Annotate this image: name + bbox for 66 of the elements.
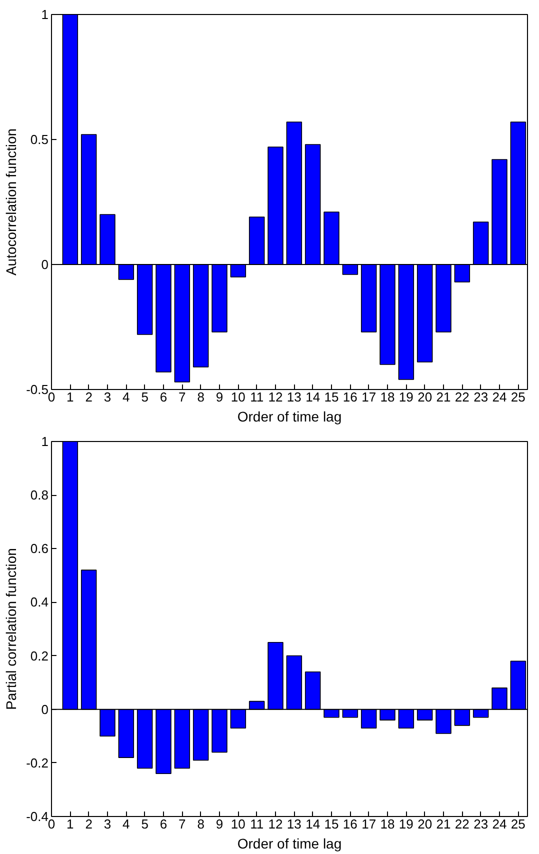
x-tick-label: 25 (510, 390, 526, 404)
x-tick-label: 16 (342, 816, 358, 832)
x-tick-label: 14 (306, 390, 320, 404)
x-tick-label: 1 (66, 390, 74, 404)
x-tick-label: 20 (418, 816, 432, 832)
y-tick-label: 0.5 (30, 132, 49, 147)
x-tick-label: 7 (178, 390, 186, 404)
x-tick-label: 24 (492, 816, 507, 832)
x-tick-label: 13 (286, 390, 302, 404)
y-tick-label: -0.4 (26, 809, 49, 824)
x-tick-label: 8 (197, 816, 204, 832)
x-tick-label: 13 (286, 816, 302, 832)
y-axis-title: Partial correlation function (3, 548, 20, 710)
x-tick-label: 5 (141, 816, 148, 832)
x-tick-label: 11 (250, 390, 264, 404)
x-tick-label: 21 (436, 816, 451, 832)
y-axis-title: Autocorrelation function (3, 128, 20, 276)
x-tick-label: 21 (436, 390, 451, 404)
y-tick-label: -0.2 (26, 755, 49, 770)
y-tick-label: 0 (41, 702, 49, 717)
y-tick-label: -0.5 (26, 382, 49, 397)
y-tick-label: 1 (41, 7, 49, 22)
x-tick-label: 7 (178, 816, 186, 832)
x-tick-label: 16 (342, 390, 358, 404)
x-tick-label: 23 (474, 390, 488, 404)
x-tick-label: 17 (362, 390, 376, 404)
x-tick-label: 6 (160, 816, 168, 832)
x-tick-label: 19 (398, 390, 414, 404)
x-tick-label: 4 (122, 816, 130, 832)
y-tick-label: 1 (41, 434, 49, 449)
x-tick-label: 12 (268, 816, 283, 832)
x-tick-label: 3 (104, 816, 112, 832)
x-tick-label: 10 (230, 390, 246, 404)
y-tick-label: 0 (41, 257, 49, 272)
x-tick-label: 2 (85, 390, 92, 404)
x-tick-label: 18 (380, 390, 395, 404)
y-tick-label: 0.2 (30, 648, 49, 664)
x-tick-label: 23 (474, 816, 488, 832)
x-tick-label: 9 (216, 390, 224, 404)
x-tick-label: 4 (122, 390, 130, 404)
x-tick-label: 12 (268, 390, 283, 404)
x-tick-label: 25 (510, 816, 526, 832)
x-tick-label: 24 (492, 390, 507, 404)
x-axis-title: Order of time lag (237, 408, 342, 424)
x-tick-label: 3 (104, 390, 112, 404)
x-tick-label: 5 (141, 390, 148, 404)
x-tick-label: 9 (216, 816, 224, 832)
x-axis-title: Order of time lag (237, 836, 342, 852)
y-tick-label: 0.4 (30, 594, 49, 610)
x-tick-label: 14 (306, 816, 320, 832)
x-tick-label: 17 (362, 816, 376, 832)
x-tick-label: 11 (250, 816, 264, 832)
x-tick-label: 2 (85, 816, 92, 832)
x-tick-label: 6 (160, 390, 168, 404)
x-tick-label: 20 (418, 390, 432, 404)
y-tick-label: 0.6 (30, 541, 49, 556)
x-tick-label: 18 (380, 816, 395, 832)
x-tick-label: 1 (66, 816, 74, 832)
x-tick-label: 10 (230, 816, 246, 832)
x-tick-label: 8 (197, 390, 204, 404)
x-tick-label: 15 (324, 390, 339, 404)
x-tick-label: 19 (398, 816, 414, 832)
x-tick-label: 22 (454, 816, 470, 832)
x-tick-label: 15 (324, 816, 339, 832)
y-tick-label: 0.8 (30, 488, 49, 503)
x-tick-label: 22 (454, 390, 470, 404)
